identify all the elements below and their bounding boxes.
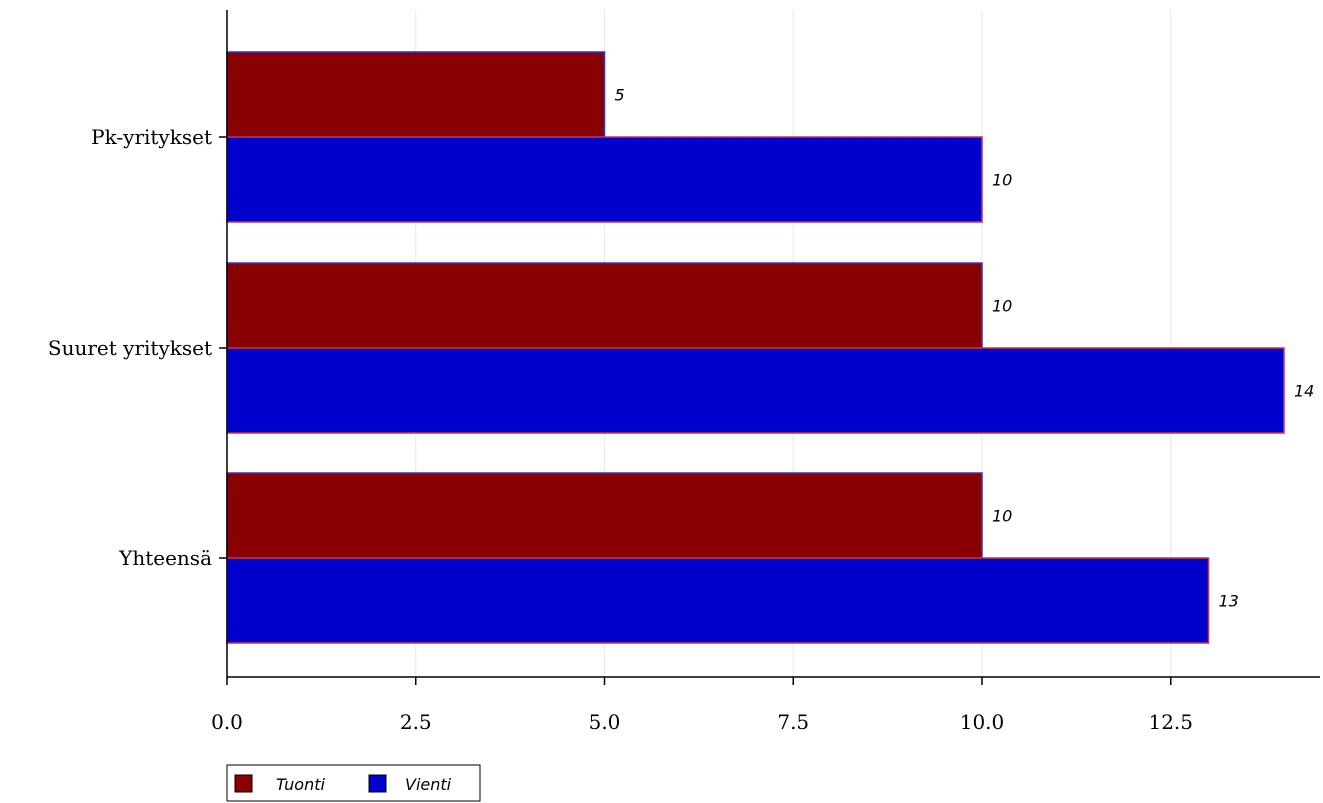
data-label: 5 [615,86,625,105]
bar-tuonti-0 [226,51,606,138]
data-label: 14 [1294,382,1314,401]
data-label: 10 [992,507,1012,526]
x-tick-label: 10.0 [960,710,1005,734]
data-label: 13 [1219,592,1239,611]
bar-tuonti-1 [226,262,983,349]
legend-label-tuonti: Tuonti [276,775,326,794]
data-labels: 5 10 10 14 10 13 [615,86,1315,611]
data-label: 10 [992,297,1012,316]
legend-label-vienti: Vienti [405,775,452,794]
x-tick-label: 12.5 [1148,710,1193,734]
bars [226,51,1285,644]
legend-swatch-vienti [368,774,387,793]
category-label: Yhteensä [118,546,212,570]
bar-vienti-2 [226,557,1210,644]
x-tick-label: 0.0 [211,710,243,734]
legend: Tuonti Vienti [226,764,481,802]
bar-vienti-1 [226,347,1285,434]
x-tick-label: 5.0 [589,710,621,734]
data-label: 10 [992,171,1012,190]
x-tick-label: 2.5 [400,710,432,734]
bar-vienti-0 [226,136,983,223]
category-label: Pk-yritykset [91,125,212,149]
category-label: Suuret yritykset [48,336,212,360]
axes: Pk-yritykset Suuret yritykset Yhteensä 0.0 2… [48,10,1320,734]
legend-box [226,764,481,802]
x-tick-label: 7.5 [777,710,809,734]
legend-swatch-tuonti [234,774,253,793]
bar-tuonti-2 [226,472,983,559]
